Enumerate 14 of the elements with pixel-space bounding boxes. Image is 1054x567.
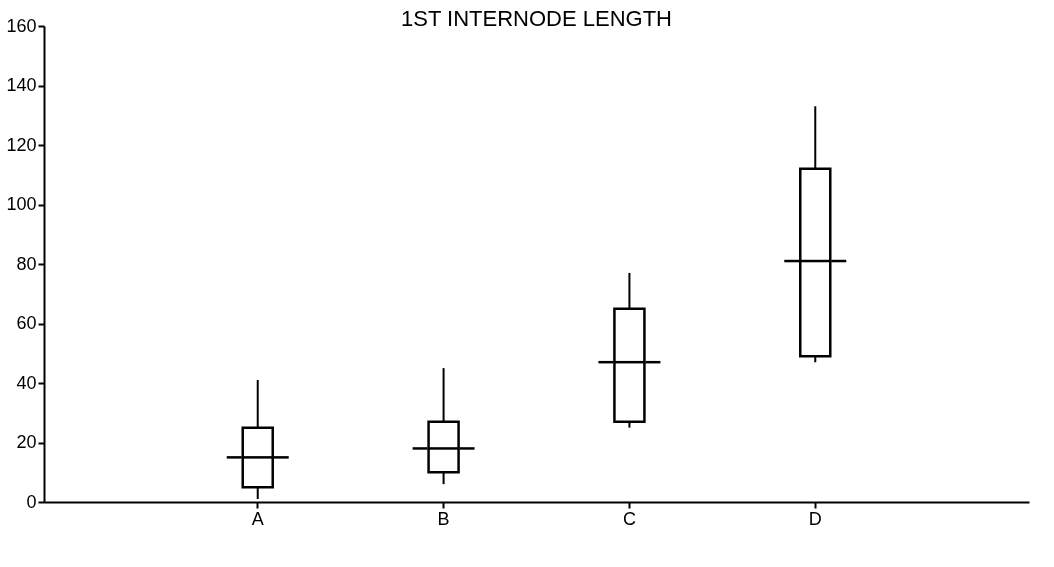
y-tick-label: 120 [6, 134, 37, 155]
y-tick-label: 20 [16, 432, 37, 452]
x-tick-label: D [808, 508, 822, 529]
y-tick-label: 40 [16, 372, 37, 393]
y-tick-label: 80 [16, 253, 37, 274]
x-tick-label: C [622, 508, 636, 529]
y-tick-label: 100 [6, 194, 37, 214]
y-tick-label: 160 [6, 15, 37, 36]
y-tick-label: 140 [6, 75, 37, 95]
y-tick-label: 0 [26, 491, 37, 512]
chart-title: 1ST INTERNODE LENGTH [401, 6, 672, 31]
x-tick-label: B [437, 508, 450, 529]
x-tick-label: A [251, 508, 264, 529]
y-tick-label: 60 [16, 313, 37, 333]
